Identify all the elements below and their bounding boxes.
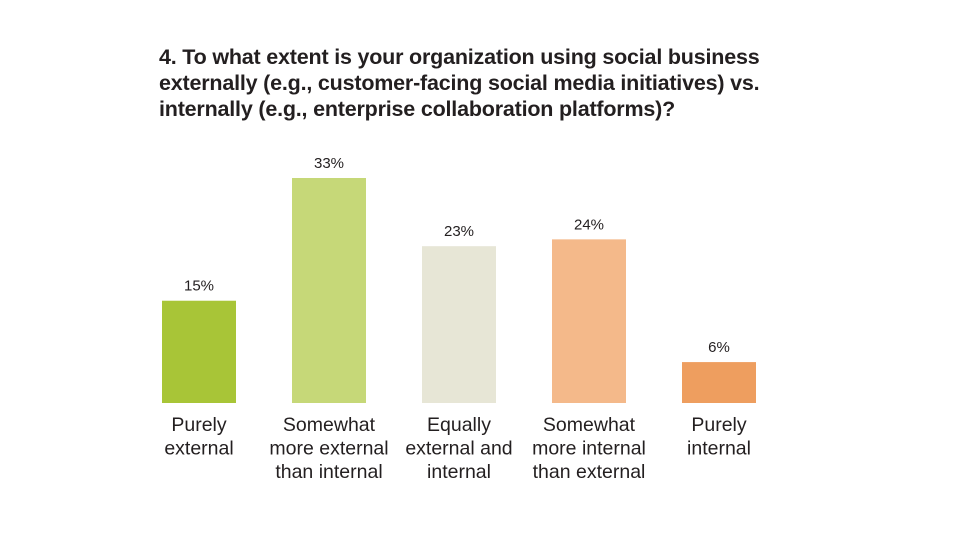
category-label: Purely internal: [687, 414, 751, 460]
chart-title-line: 4. To what extent is your organization u…: [159, 45, 760, 69]
category-label-line: Somewhat: [283, 414, 376, 436]
category-label-line: more external: [269, 438, 388, 460]
category-label-line: Equally: [427, 414, 491, 436]
category-label: Somewhat more internal than external: [532, 414, 646, 483]
category-label-line: Purely: [691, 414, 747, 436]
category-label: Somewhat more external than internal: [269, 414, 388, 483]
category-label-line: internal: [687, 438, 751, 460]
bar: [422, 246, 496, 403]
category-label-line: external and: [405, 438, 512, 460]
category-label: Purely external: [164, 414, 233, 460]
bar: [292, 178, 366, 403]
bar-value-label: 23%: [444, 223, 474, 240]
bar: [682, 362, 756, 403]
category-label-line: more internal: [532, 438, 646, 460]
bar: [552, 239, 626, 403]
bar: [162, 300, 236, 403]
category-label-line: than external: [533, 461, 646, 483]
chart-title-line: internally (e.g., enterprise collaborati…: [159, 97, 676, 121]
bar-value-label: 33%: [314, 155, 344, 172]
bar-value-label: 24%: [574, 216, 604, 233]
bar-value-label: 15%: [184, 278, 214, 295]
category-label-line: external: [164, 438, 233, 460]
chart-title: 4. To what extent is your organization u…: [159, 44, 839, 122]
category-label-line: Somewhat: [543, 414, 636, 436]
chart-title-line: externally (e.g., customer-facing social…: [159, 71, 760, 95]
category-label: Equally external and internal: [405, 414, 512, 483]
category-label-line: Purely: [171, 414, 227, 436]
bar-value-label: 6%: [708, 339, 730, 356]
category-label-line: internal: [427, 461, 491, 483]
category-label-line: than internal: [275, 461, 382, 483]
